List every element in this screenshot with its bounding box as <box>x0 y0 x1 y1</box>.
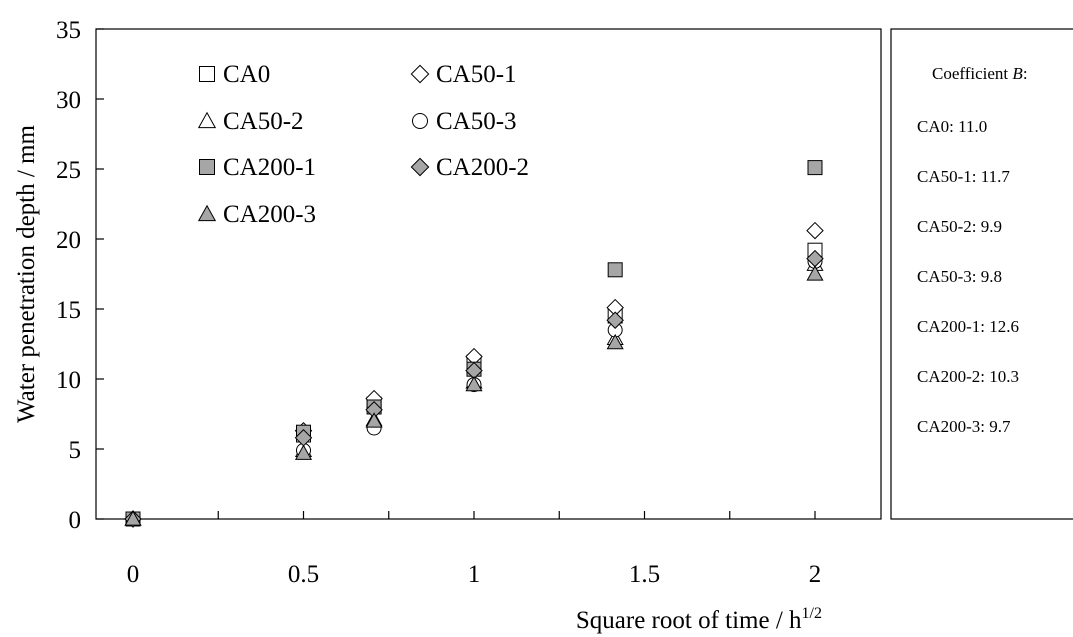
x-tick-label: 1 <box>468 561 481 588</box>
point-ca200-2 <box>606 311 624 329</box>
y-tick-label: 10 <box>56 367 81 394</box>
coefficient-entry: CA50-3: 9.8 <box>917 267 1002 286</box>
x-tick-label: 0.5 <box>288 561 319 588</box>
x-tick-label: 2 <box>809 561 822 588</box>
point-ca200-3 <box>465 375 483 392</box>
legend-marker-ca50-3 <box>412 113 428 129</box>
y-axis: 0 5 10 15 20 25 30 35 <box>56 17 104 534</box>
legend-marker-ca200-2 <box>410 157 430 177</box>
legend: CA0 CA50-1 CA50-2 CA50-3 CA200-1 CA200-2 CA200… <box>197 61 529 228</box>
legend-marker-ca50-1 <box>410 64 430 84</box>
coefficient-box-title: Coefficient B: <box>932 64 1028 83</box>
point-ca50-1 <box>806 221 824 240</box>
legend-label-ca50-2: CA50-2 <box>223 108 304 135</box>
data-points <box>124 160 824 528</box>
point-ca200-3 <box>294 444 313 460</box>
x-axis: 0 0.5 1 1.5 2 <box>127 511 822 588</box>
y-tick-label: 15 <box>56 297 81 324</box>
point-ca200-3 <box>606 333 624 350</box>
legend-marker-ca200-1 <box>199 159 215 175</box>
legend-label-ca200-2: CA200-2 <box>436 154 529 181</box>
point-ca200-3 <box>365 412 383 428</box>
legend-label-ca0: CA0 <box>223 61 270 88</box>
x-axis-title-superscript: 1/2 <box>802 605 822 622</box>
x-tick-label: 0 <box>127 561 140 588</box>
coefficient-list: CA0: 11.0 CA50-1: 11.7 CA50-2: 9.9 CA50-3: … <box>917 117 1019 436</box>
point-ca200-1 <box>807 160 823 176</box>
point-ca200-3 <box>806 265 824 281</box>
y-axis-title: Water penetration depth / mm <box>13 125 40 423</box>
point-ca200-1 <box>607 262 623 278</box>
point-ca200-3 <box>124 510 142 526</box>
x-axis-title: Square root of time / h1/2 <box>576 605 822 634</box>
legend-label-ca200-3: CA200-3 <box>223 201 316 228</box>
legend-label-ca200-1: CA200-1 <box>223 154 316 181</box>
legend-label-ca50-1: CA50-1 <box>436 61 517 88</box>
x-tick-label: 1.5 <box>629 561 660 588</box>
coefficient-box <box>890 28 1073 520</box>
legend-marker-ca200-3 <box>197 204 217 222</box>
y-tick-label: 25 <box>56 157 81 184</box>
y-tick-label: 30 <box>56 87 81 114</box>
coefficient-entry: CA200-1: 12.6 <box>917 317 1019 336</box>
y-tick-label: 20 <box>56 227 81 254</box>
coefficient-entry: CA50-2: 9.9 <box>917 217 1002 236</box>
legend-marker-ca0 <box>199 66 215 82</box>
legend-marker-ca50-2 <box>197 111 217 129</box>
y-tick-label: 0 <box>69 507 82 534</box>
y-tick-label: 5 <box>69 437 82 464</box>
coefficient-entry: CA50-1: 11.7 <box>917 167 1010 186</box>
coefficient-entry: CA200-3: 9.7 <box>917 417 1011 436</box>
legend-label-ca50-3: CA50-3 <box>436 108 517 135</box>
coefficient-entry: CA200-2: 10.3 <box>917 367 1019 386</box>
coefficient-entry: CA0: 11.0 <box>917 117 987 136</box>
plot-area-frame <box>95 28 882 520</box>
y-tick-label: 35 <box>56 17 81 44</box>
